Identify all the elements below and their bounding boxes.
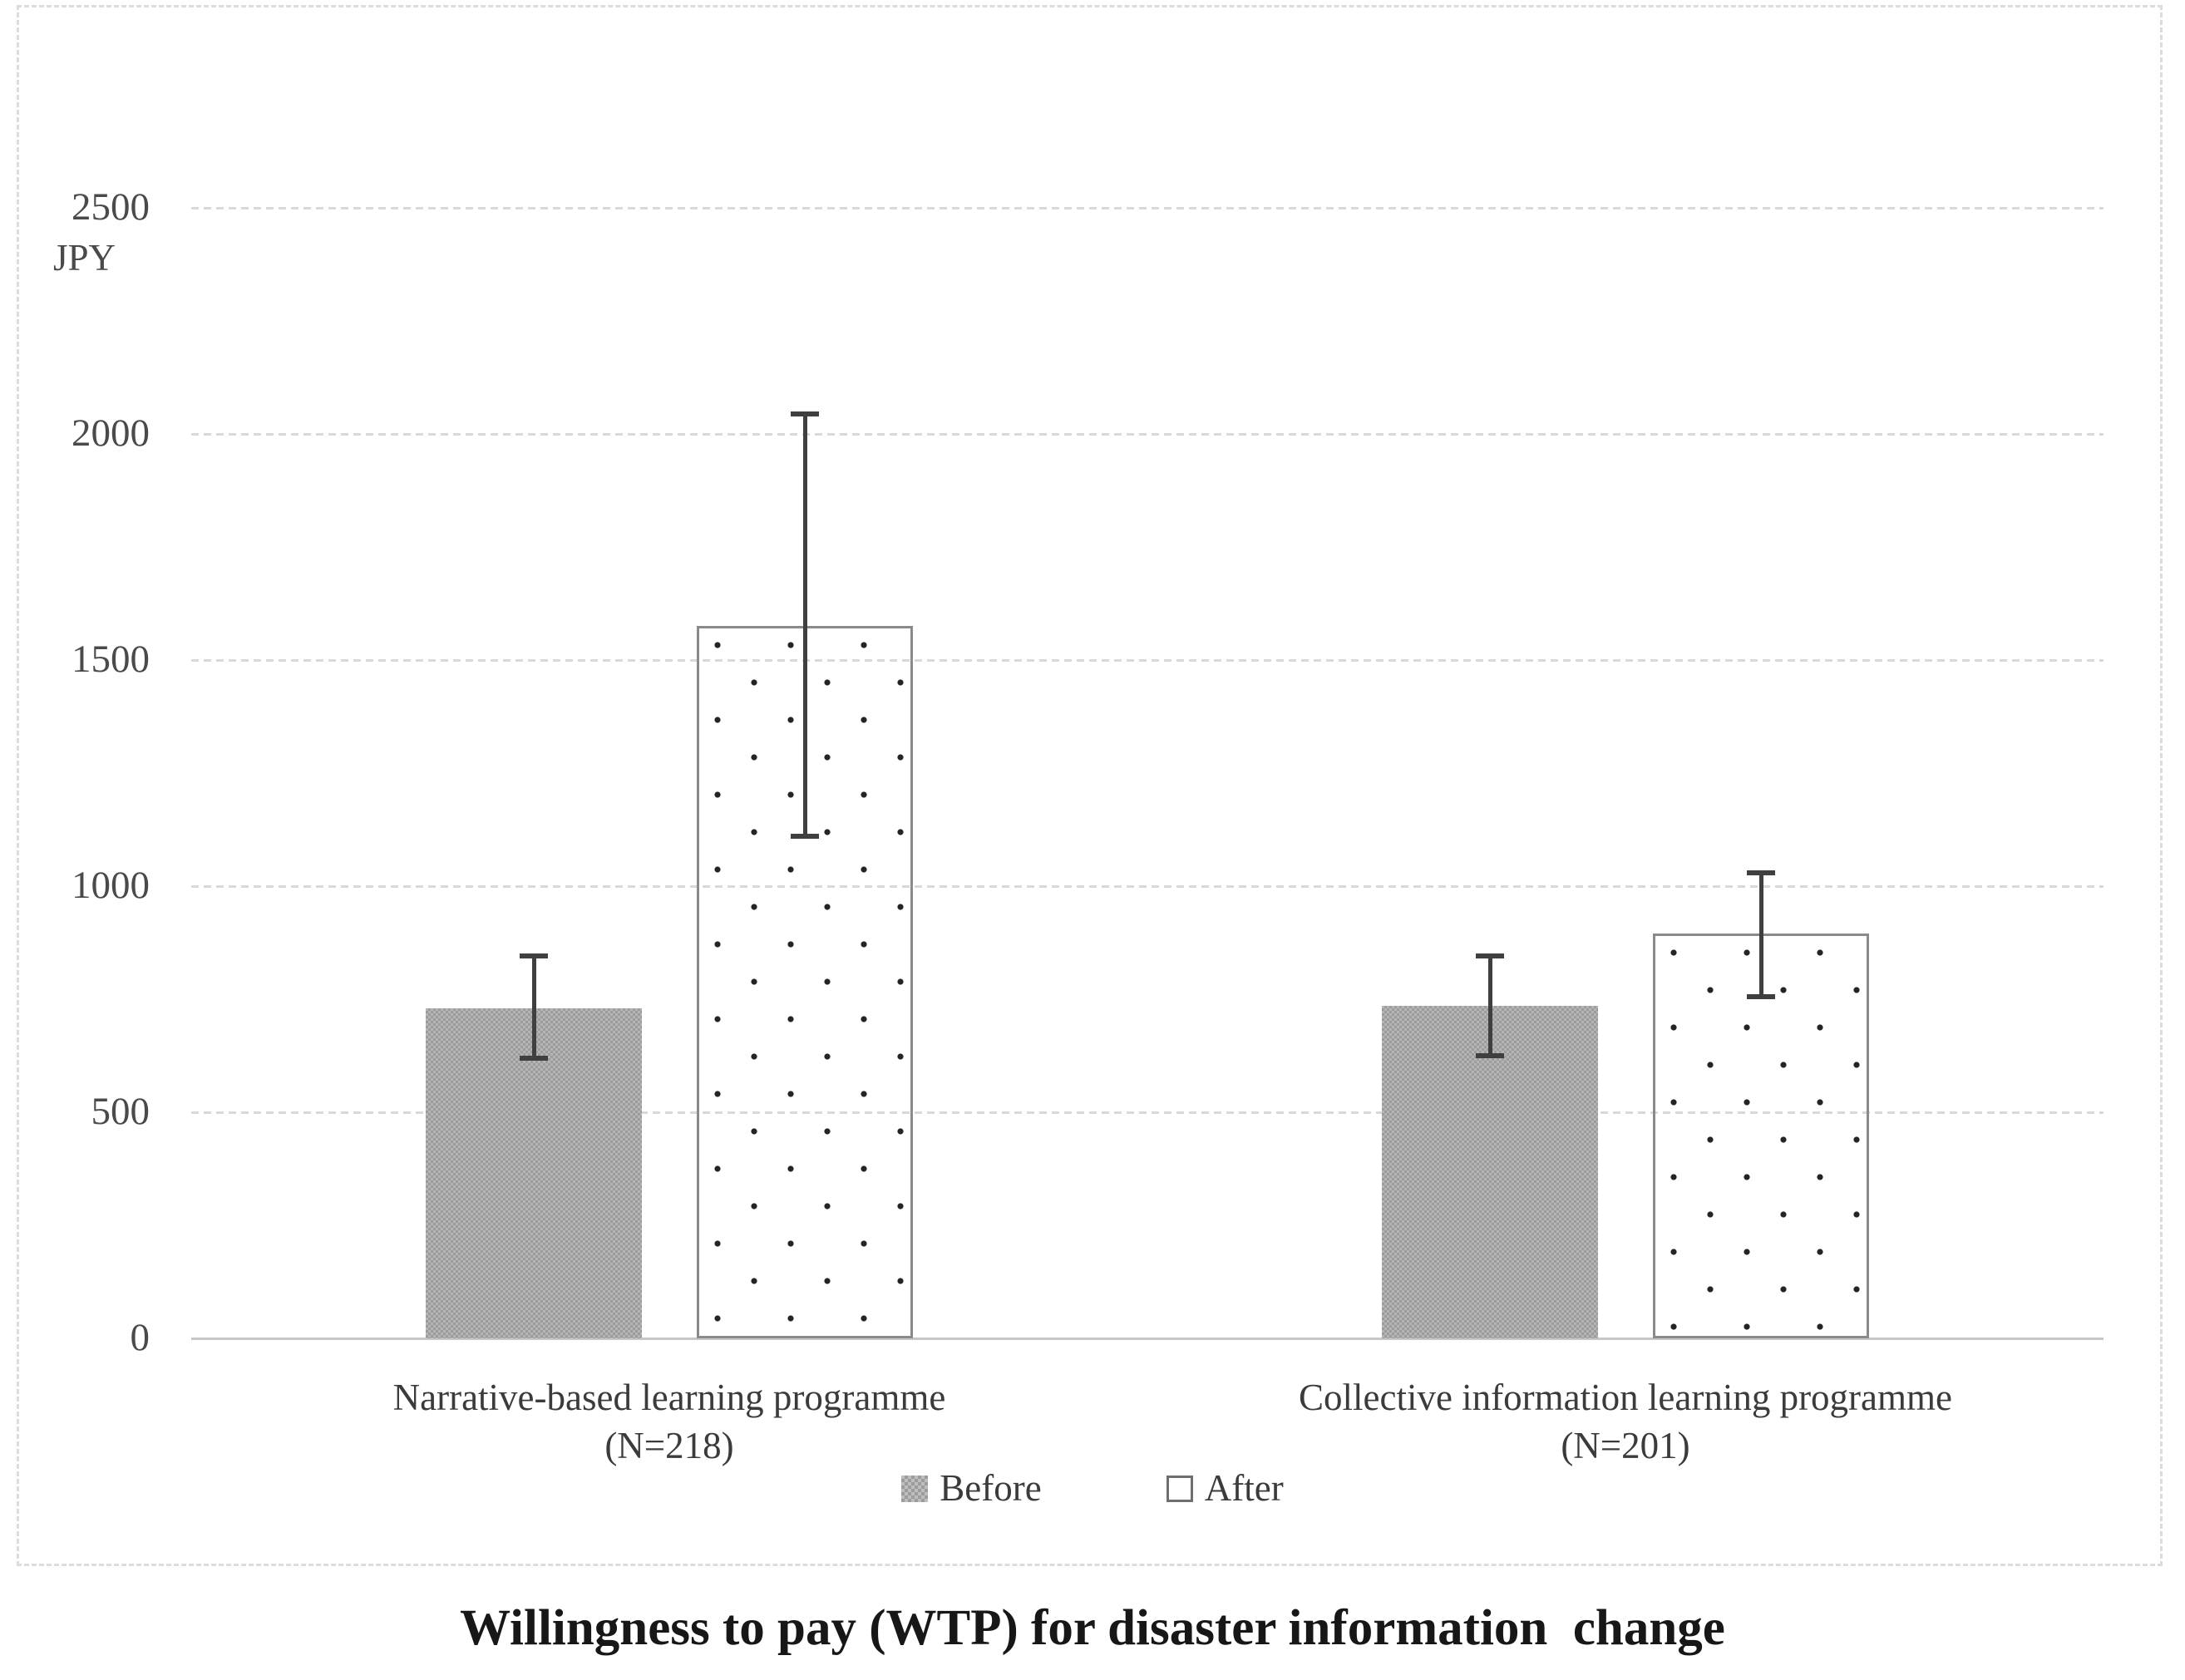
error-bar-after-group2 bbox=[1758, 872, 1763, 998]
y-axis-unit-label: JPY bbox=[53, 237, 116, 278]
error-bar-after-group2-cap-bottom bbox=[1747, 994, 1775, 1000]
y-tick-label-2500: 2500 bbox=[72, 185, 150, 229]
category-sample-size: (N=201) bbox=[1561, 1425, 1690, 1466]
legend-item-after: After bbox=[1166, 1470, 1284, 1507]
category-name: Collective information learning programm… bbox=[1298, 1377, 1952, 1418]
bar-before-group2 bbox=[1382, 1006, 1598, 1338]
bar-after-group2 bbox=[1653, 934, 1869, 1338]
bar-before-group1 bbox=[426, 1008, 642, 1338]
legend-item-before: Before bbox=[901, 1467, 1042, 1509]
error-bar-before-group2 bbox=[1487, 956, 1492, 1056]
error-bar-before-group1-cap-bottom bbox=[520, 1055, 548, 1061]
error-bar-after-group2-cap-top bbox=[1747, 870, 1775, 875]
category-sample-size: (N=218) bbox=[604, 1425, 734, 1466]
error-bar-after-group1 bbox=[802, 413, 807, 837]
category-label-group1: Narrative-based learning programme (N=218… bbox=[170, 1373, 1168, 1470]
gridline-0 bbox=[191, 1338, 2104, 1340]
y-tick-label-0: 0 bbox=[130, 1316, 150, 1359]
error-bar-after-group1-cap-top bbox=[791, 411, 819, 416]
chart-title: Willingness to pay (WTP) for disaster in… bbox=[460, 1600, 1725, 1656]
before-swatch-icon bbox=[901, 1475, 929, 1502]
y-tick-label-1000: 1000 bbox=[72, 864, 150, 907]
error-bar-before-group2-cap-bottom bbox=[1476, 1053, 1504, 1058]
gridline-2500 bbox=[191, 207, 2104, 209]
y-tick-label-500: 500 bbox=[91, 1090, 150, 1133]
error-bar-before-group1 bbox=[531, 956, 536, 1058]
error-bar-after-group1-cap-bottom bbox=[791, 834, 819, 840]
legend-label-before: Before bbox=[940, 1467, 1042, 1509]
error-bar-before-group1-cap-top bbox=[520, 953, 548, 959]
y-tick-label-2000: 2000 bbox=[72, 411, 150, 455]
category-label-group2: Collective information learning programm… bbox=[1127, 1373, 2124, 1470]
category-name: Narrative-based learning programme bbox=[392, 1377, 946, 1418]
legend: Before After bbox=[0, 1470, 2185, 1507]
gridline-500 bbox=[191, 1111, 2104, 1114]
gridline-1500 bbox=[191, 659, 2104, 662]
error-bar-before-group2-cap-top bbox=[1476, 953, 1504, 959]
y-tick-label-1500: 1500 bbox=[72, 638, 150, 681]
gridline-1000 bbox=[191, 885, 2104, 888]
after-swatch-icon bbox=[1166, 1475, 1193, 1502]
legend-label-after: After bbox=[1204, 1467, 1284, 1509]
gridline-2000 bbox=[191, 433, 2104, 436]
